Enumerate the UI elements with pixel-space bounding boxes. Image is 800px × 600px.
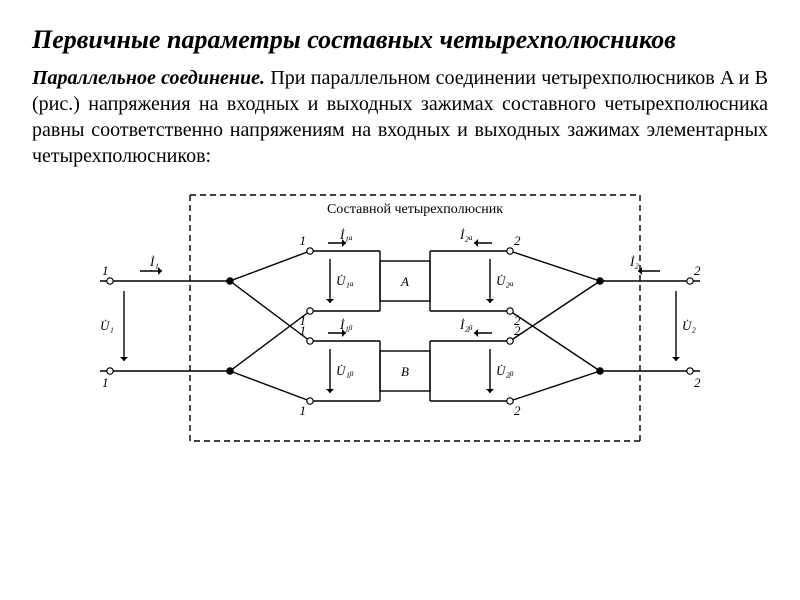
svg-text:1: 1 [102,263,109,278]
svg-text:2: 2 [694,263,701,278]
svg-text:1: 1 [102,375,109,390]
body-paragraph: Параллельное соединение. При параллельно… [32,65,768,169]
paragraph-lead: Параллельное соединение. [32,67,265,89]
page-title: Первичные параметры составных четырехпол… [32,24,768,55]
svg-text:2: 2 [514,403,521,418]
svg-text:1: 1 [300,323,307,338]
svg-text:İ₁ₐ: İ₁ₐ [339,227,353,242]
svg-text:İ₂: İ₂ [629,254,639,269]
svg-text:U̇₂ₐ: U̇₂ₐ [496,273,514,288]
svg-text:A: A [400,274,409,289]
svg-text:İ₁: İ₁ [149,254,159,269]
svg-text:Составной четырехполюсник: Составной четырехполюсник [327,202,503,217]
svg-text:1: 1 [300,233,307,248]
svg-text:U̇₁: U̇₁ [100,318,114,333]
svg-text:2: 2 [514,233,521,248]
svg-text:İ₂ᵦ: İ₂ᵦ [459,317,473,332]
svg-text:1: 1 [300,403,307,418]
svg-text:U̇₂: U̇₂ [682,318,696,333]
svg-text:İ₂ₐ: İ₂ₐ [459,227,473,242]
circuit-diagram: Составной четырехполюсник 1 1 İ₁ U̇₁ 2 2 İ₂ U̇₂ A… [32,181,768,451]
svg-text:2: 2 [514,323,521,338]
svg-text:U̇₁ₐ: U̇₁ₐ [336,273,354,288]
svg-text:B: B [401,364,409,379]
svg-text:U̇₂ᵦ: U̇₂ᵦ [496,363,514,378]
diagram-svg: Составной четырехполюсник 1 1 İ₁ U̇₁ 2 2 İ₂ U̇₂ A… [80,181,720,451]
svg-text:İ₁ᵦ: İ₁ᵦ [339,317,353,332]
svg-text:2: 2 [694,375,701,390]
svg-text:U̇₁ᵦ: U̇₁ᵦ [336,363,354,378]
